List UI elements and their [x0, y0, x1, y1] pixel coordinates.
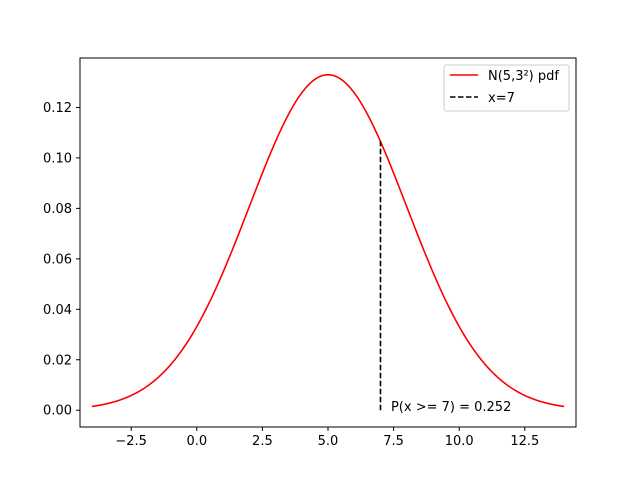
y-tick-label: 0.02	[43, 353, 72, 368]
annotation-layer: P(x >= 7) = 0.252	[391, 400, 511, 415]
x-tick-label: 12.5	[510, 434, 539, 449]
legend: N(5,3²) pdf x=7	[443, 64, 570, 112]
x-tick-label: 2.5	[252, 434, 273, 449]
y-tick-label: 0.04	[43, 303, 72, 318]
legend-label-x7: x=7	[488, 91, 515, 106]
y-tick-label: 0.10	[43, 151, 72, 166]
annotation-0: P(x >= 7) = 0.252	[391, 400, 511, 415]
x-tick-label: −2.5	[115, 434, 147, 449]
x-tick-label: 0.0	[186, 434, 207, 449]
series-layer	[91, 73, 565, 411]
y-tick-label: 0.12	[43, 101, 72, 116]
x-axis: −2.5 0.0 2.5 5.0 7.5 10.0 12.5	[115, 427, 539, 449]
x-tick-label: 10.0	[445, 434, 474, 449]
x-tick-label: 7.5	[383, 434, 404, 449]
y-tick-label: 0.06	[43, 252, 72, 267]
y-tick-label: 0.00	[43, 404, 72, 419]
legend-label-pdf: N(5,3²) pdf	[488, 69, 559, 84]
series-line-pdf	[91, 73, 565, 408]
plot-area	[80, 58, 576, 427]
x-tick-label: 5.0	[318, 434, 339, 449]
legend-box	[443, 64, 570, 112]
y-axis: 0.00 0.02 0.04 0.06 0.08 0.10 0.12	[43, 101, 80, 419]
y-tick-label: 0.08	[43, 202, 72, 217]
